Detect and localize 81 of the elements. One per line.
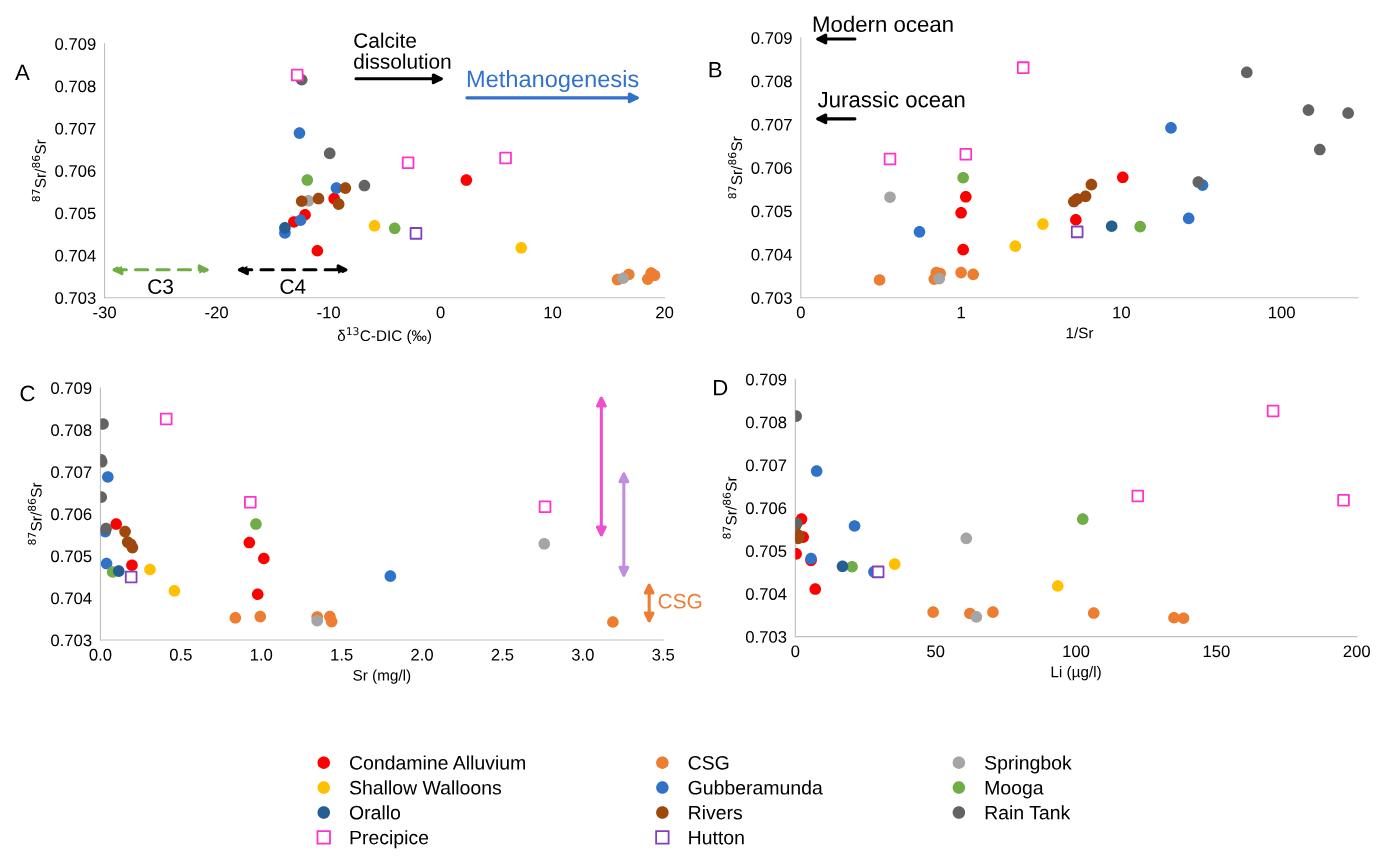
x-tick-label: 0.0 bbox=[89, 648, 112, 661]
y-tick-label: 0.708 bbox=[751, 75, 792, 88]
x-tick-label: 50 bbox=[927, 645, 945, 658]
y-tick-label: 0.705 bbox=[55, 207, 96, 220]
y-tick-label: 0.704 bbox=[55, 249, 96, 262]
x-tick-label: 100 bbox=[1269, 306, 1295, 319]
y-tick-label: 0.705 bbox=[51, 550, 92, 563]
y-axis-title: $^{87}$Sr/$^{86}$Sr bbox=[722, 476, 737, 539]
annotation: Methanogenesis bbox=[467, 70, 639, 93]
x-tick-label: -20 bbox=[205, 306, 228, 319]
x-tick-label: 150 bbox=[1203, 645, 1230, 658]
y-tick-label: 0.707 bbox=[751, 118, 792, 131]
x-tick-label: 2.0 bbox=[411, 648, 433, 661]
annotation: C3 bbox=[148, 279, 173, 294]
y-tick-label: 0.707 bbox=[51, 466, 92, 479]
legend-label: Hutton bbox=[689, 830, 744, 845]
legend-label: Rain Tank bbox=[985, 805, 1071, 820]
y-tick-label: 0.704 bbox=[51, 592, 92, 605]
x-axis-title: Li (µg/l) bbox=[1051, 666, 1101, 681]
x-tick-label: 200 bbox=[1343, 645, 1370, 658]
x-axis-title: δ$^{13}$C-DIC (‰) bbox=[337, 327, 432, 345]
x-tick-label: 10 bbox=[544, 306, 562, 319]
legend-label: Orallo bbox=[349, 805, 401, 820]
text: D bbox=[714, 379, 728, 396]
y-tick-label: 0.709 bbox=[55, 38, 96, 50]
x-tick-label: 3.5 bbox=[652, 648, 675, 661]
y-axis-title: $^{87}$Sr/$^{86}$Sr bbox=[31, 139, 46, 202]
annotation: Calcite dissolution bbox=[354, 32, 451, 69]
y-tick-label: 0.709 bbox=[745, 373, 787, 386]
y-tick-label: 0.703 bbox=[745, 631, 787, 643]
x-tick-label: 0.5 bbox=[169, 648, 192, 661]
x-tick-label: 3.0 bbox=[571, 648, 594, 661]
y-tick-label: 0.707 bbox=[55, 122, 96, 135]
x-tick-label: 1.0 bbox=[250, 648, 273, 661]
y-tick-label: 0.707 bbox=[745, 459, 787, 472]
x-tick-label: 100 bbox=[1063, 645, 1090, 658]
x-tick-label: 1 bbox=[957, 306, 965, 319]
legend-label: Shallow Walloons bbox=[349, 780, 502, 795]
legend-label: Mooga bbox=[985, 781, 1044, 799]
x-tick-label: 0 bbox=[796, 306, 805, 319]
y-tick-label: 0.703 bbox=[55, 292, 96, 304]
annotation: C4 bbox=[280, 279, 306, 294]
y-tick-label: 0.706 bbox=[745, 502, 787, 515]
y-tick-label: 0.708 bbox=[51, 424, 92, 437]
text: Modern ocean bbox=[813, 15, 953, 33]
y-tick-label: 0.708 bbox=[55, 80, 96, 93]
x-axis-title: 1/Sr bbox=[1066, 327, 1094, 339]
y-tick-label: 0.708 bbox=[745, 416, 787, 429]
y-tick-label: 0.704 bbox=[745, 588, 787, 600]
x-tick-label: 0 bbox=[436, 306, 445, 319]
y-tick-label: 0.705 bbox=[745, 545, 787, 558]
legend-label: Gubberamunda bbox=[688, 780, 823, 795]
x-tick-label: 2.5 bbox=[491, 648, 514, 661]
x-tick-label: -30 bbox=[93, 306, 116, 319]
x-axis-title: Sr (mg/l) bbox=[353, 669, 411, 684]
y-tick-label: 0.705 bbox=[751, 205, 792, 218]
text: A bbox=[15, 64, 30, 80]
annotation: Jurassic ocean bbox=[817, 91, 965, 108]
x-tick-label: 0 bbox=[791, 645, 800, 658]
y-tick-label: 0.706 bbox=[751, 162, 792, 174]
legend-label: Precipice bbox=[350, 830, 429, 849]
y-tick-label: 0.706 bbox=[51, 508, 92, 521]
annotation: CSG bbox=[658, 593, 702, 609]
y-tick-label: 0.706 bbox=[55, 165, 96, 177]
legend-label: CSG bbox=[688, 755, 729, 770]
text: C bbox=[20, 385, 35, 402]
x-tick-label: 1.5 bbox=[331, 649, 353, 661]
legend-label: Springbok bbox=[985, 755, 1072, 774]
y-tick-label: 0.709 bbox=[751, 32, 792, 44]
y-axis-title: $^{87}$Sr/$^{86}$Sr bbox=[27, 482, 42, 545]
y-tick-label: 0.704 bbox=[751, 248, 793, 261]
x-tick-label: 10 bbox=[1113, 306, 1130, 319]
x-tick-label: -10 bbox=[317, 306, 340, 319]
legend-label: Rivers bbox=[689, 805, 743, 820]
y-tick-label: 0.703 bbox=[51, 634, 92, 647]
x-tick-label: 20 bbox=[656, 306, 674, 319]
text: B bbox=[709, 62, 722, 78]
y-tick-label: 0.709 bbox=[51, 382, 92, 395]
y-tick-label: 0.703 bbox=[751, 292, 792, 304]
y-axis-title: $^{87}$Sr/$^{86}$Sr bbox=[728, 136, 743, 199]
legend-label: Condamine Alluvium bbox=[350, 755, 525, 770]
